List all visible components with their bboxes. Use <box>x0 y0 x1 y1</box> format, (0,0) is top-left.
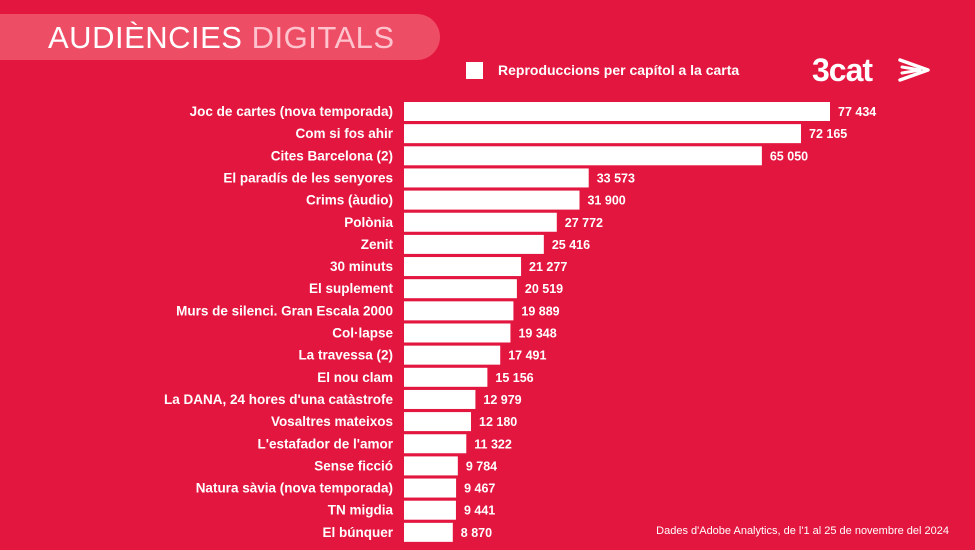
bar <box>404 102 830 121</box>
bar <box>404 234 544 254</box>
value-label: 8 870 <box>461 526 492 540</box>
bar <box>404 389 476 409</box>
category-label: El paradís de les senyores <box>223 170 393 185</box>
bar <box>404 345 501 365</box>
category-label: Sense ficció <box>314 458 393 473</box>
bar <box>404 412 472 432</box>
legend-swatch <box>466 61 483 79</box>
value-label: 72 165 <box>809 127 847 141</box>
category-label: Crims (àudio) <box>306 193 393 208</box>
title-accent: DIGITALS <box>242 20 395 55</box>
value-label: 33 573 <box>597 171 635 185</box>
bar <box>404 124 802 144</box>
value-label: 25 416 <box>552 238 590 252</box>
bar <box>404 478 457 498</box>
bar <box>404 500 456 520</box>
data-source-note: Dades d'Adobe Analytics, de l'1 al 25 de… <box>656 525 949 537</box>
category-label: Cites Barcelona (2) <box>271 148 393 163</box>
category-label: Natura sàvia (nova temporada) <box>196 481 393 496</box>
value-label: 9 784 <box>466 459 497 473</box>
category-label: Col·lapse <box>332 326 393 341</box>
bar <box>404 522 453 542</box>
value-label: 77 434 <box>838 105 876 119</box>
value-label: 9 467 <box>464 482 495 496</box>
category-label: Com si fos ahir <box>295 126 393 141</box>
category-label: Zenit <box>361 237 394 252</box>
value-label: 12 979 <box>483 393 521 407</box>
value-label: 19 889 <box>521 304 559 318</box>
value-label: 15 156 <box>495 371 533 385</box>
category-label: Polònia <box>344 215 393 230</box>
bar <box>404 323 511 343</box>
bar <box>404 301 514 321</box>
value-label: 17 491 <box>508 349 546 363</box>
category-label: L'estafador de l'amor <box>258 436 394 451</box>
value-label: 27 772 <box>565 216 603 230</box>
value-label: 9 441 <box>464 504 495 518</box>
page-title: AUDIÈNCIES DIGITALS <box>48 20 395 56</box>
category-label: TN migdia <box>328 503 394 518</box>
bar <box>404 434 467 454</box>
bar <box>404 168 589 188</box>
category-label: El nou clam <box>317 370 393 385</box>
category-label: El suplement <box>309 281 394 296</box>
category-label: El búnquer <box>323 525 394 540</box>
title-main: AUDIÈNCIES <box>48 20 243 55</box>
legend-label: Reproduccions per capítol a la carta <box>498 62 740 78</box>
category-label: 30 minuts <box>330 259 393 274</box>
bar <box>404 146 762 166</box>
title-banner <box>0 14 440 60</box>
category-label: La DANA, 24 hores d'una catàstrofe <box>164 392 394 407</box>
value-label: 31 900 <box>587 194 625 208</box>
value-label: 21 277 <box>529 260 567 274</box>
bar <box>404 367 488 387</box>
bar <box>404 190 580 210</box>
bar <box>404 212 557 232</box>
logo-arrow-icon <box>898 58 930 82</box>
value-label: 20 519 <box>525 282 563 296</box>
value-label: 65 050 <box>770 149 808 163</box>
logo-text: 3cat <box>812 52 873 88</box>
brand-logo: 3cat <box>812 50 934 92</box>
value-label: 12 180 <box>479 415 517 429</box>
category-label: Vosaltres mateixos <box>271 414 393 429</box>
category-label: Murs de silenci. Gran Escala 2000 <box>176 303 393 318</box>
bar <box>404 456 458 476</box>
chart-legend: Reproduccions per capítol a la carta <box>466 60 739 80</box>
category-label: La travessa (2) <box>298 348 393 363</box>
bar <box>404 279 517 299</box>
category-label: Joc de cartes (nova temporada) <box>190 104 393 119</box>
value-label: 11 322 <box>474 437 512 451</box>
bar <box>404 257 522 277</box>
value-label: 19 348 <box>518 327 556 341</box>
